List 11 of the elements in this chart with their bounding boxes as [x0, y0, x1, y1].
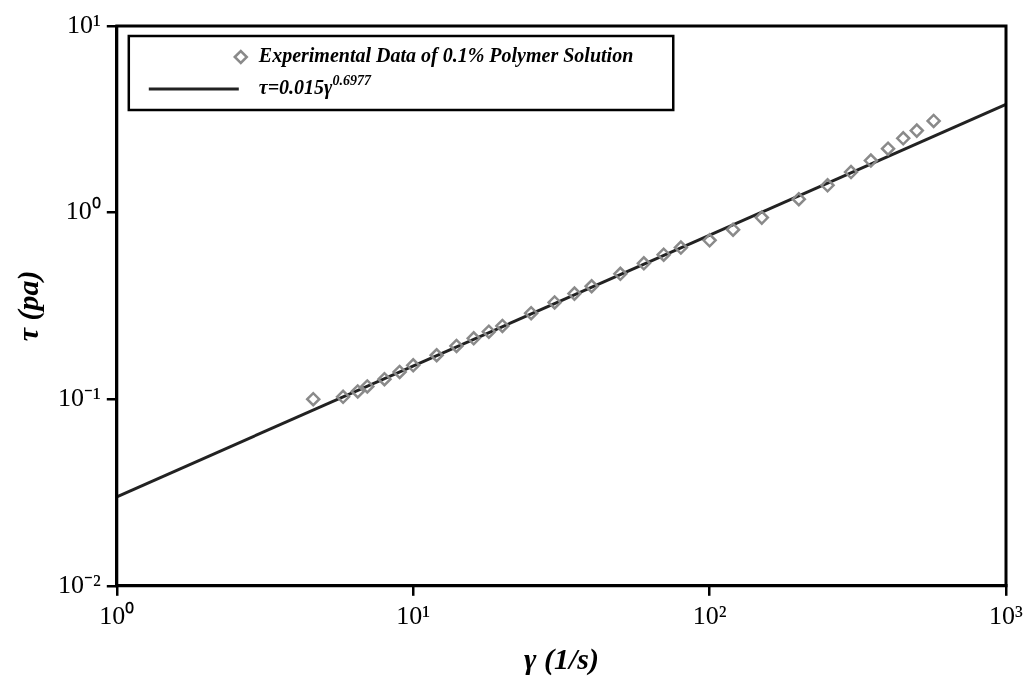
x-tick-label: 10³ — [989, 601, 1024, 631]
x-tick-label: 10⁰ — [99, 601, 135, 631]
y-tick-label: 10⁰ — [65, 196, 101, 226]
y-axis-title: τ (pa) — [10, 270, 45, 342]
legend-label: Experimental Data of 0.1% Polymer Solution — [257, 44, 634, 68]
y-tick-label: 10⁻¹ — [58, 383, 101, 413]
y-tick-label: 10¹ — [67, 9, 101, 39]
x-axis-title: γ (1/s) — [523, 641, 599, 676]
x-tick-label: 10¹ — [396, 601, 431, 631]
y-tick-label: 10⁻² — [58, 569, 101, 599]
x-tick-label: 10² — [692, 601, 727, 631]
